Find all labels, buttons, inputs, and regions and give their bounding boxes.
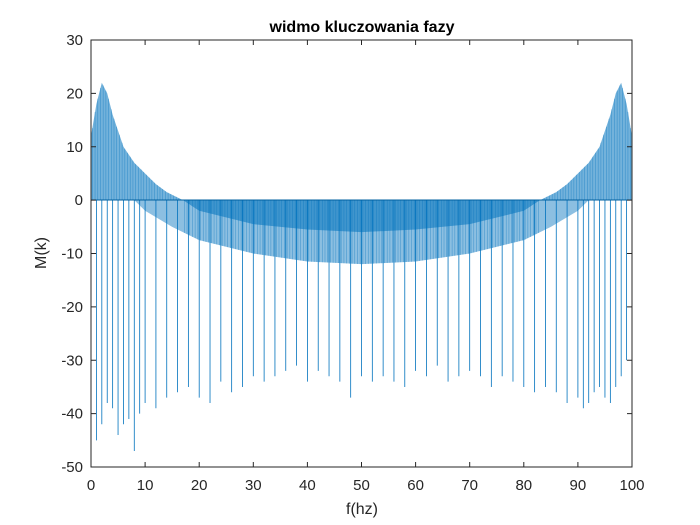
stem-bars [96,200,633,451]
y-tick-label: -40 [61,406,83,423]
x-tick-label: 50 [353,477,370,494]
y-tick-label: 10 [66,139,83,156]
x-tick-label: 30 [245,477,262,494]
x-tick-label: 100 [619,477,644,494]
stem-texture [92,85,631,265]
x-tick-label: 10 [137,477,154,494]
y-tick-label: 20 [66,85,83,102]
x-axis-label: f(hz) [346,501,378,518]
y-tick-label: 0 [75,192,83,209]
y-axis-label: M(k) [33,237,50,269]
y-tick-label: -30 [61,352,83,369]
x-tick-label: 60 [407,477,424,494]
x-tick-label: 20 [191,477,208,494]
y-tick-label: -50 [61,459,83,476]
chart-title: widmo kluczowania fazy [269,19,455,36]
y-axis: 30 20 10 0 -10 -20 -30 -40 -50 [61,32,632,476]
plot-area: 0 10 20 30 40 50 60 70 80 90 100 3020100-10-20-30-… [61,32,644,494]
y-tick-label: 30 [66,32,83,49]
y-tick-label: -10 [61,246,83,263]
x-tick-label: 40 [299,477,316,494]
x-tick-label: 80 [515,477,532,494]
x-tick-label: 70 [461,477,478,494]
x-tick-label: 90 [570,477,587,494]
y-tick-label: -20 [61,299,83,316]
x-axis: 0 10 20 30 40 50 60 70 80 90 100 [87,40,645,494]
x-tick-label: 0 [87,477,95,494]
